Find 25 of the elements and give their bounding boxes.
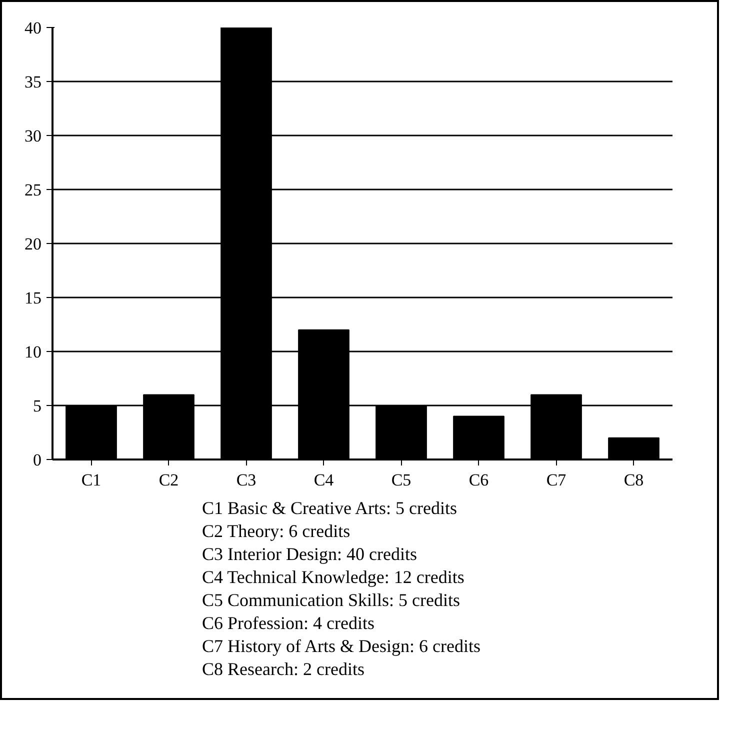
text: C4 Technical Knowledge: 12 credits [202,566,466,589]
x-tick-label: C4 [314,470,334,490]
text: C7 History of Arts & Design: 6 credits [202,635,480,658]
text: C6 Profession: 4 credits [202,612,376,635]
text: C3 Interior Design: 40 credits [202,543,418,566]
text: C5 Communication Skills: 5 credits [202,589,461,612]
y-tick-label: 5 [33,396,42,416]
y-tick-label: 10 [24,342,42,362]
x-tick-label: C6 [468,470,489,490]
x-tick-label: C3 [236,470,256,490]
x-tick-label: C5 [391,470,412,490]
y-tick-label: 30 [24,126,42,146]
y-tick-label: 20 [24,234,42,254]
x-tick-label: C8 [624,470,644,490]
text: C1 Basic & Creative Arts: 5 credits [202,497,458,520]
y-tick-label: 35 [24,72,42,92]
y-tick-label: 15 [24,288,42,308]
text: C8 Research: 2 credits [202,658,366,681]
x-tick-label: C7 [546,470,567,490]
y-tick-label: 0 [33,450,42,470]
y-tick-label: 25 [24,180,42,200]
text: C2 Theory: 6 credits [202,520,352,543]
x-tick-label: C2 [158,470,179,490]
y-tick-label: 40 [24,18,42,38]
x-tick-label: C1 [81,470,102,490]
